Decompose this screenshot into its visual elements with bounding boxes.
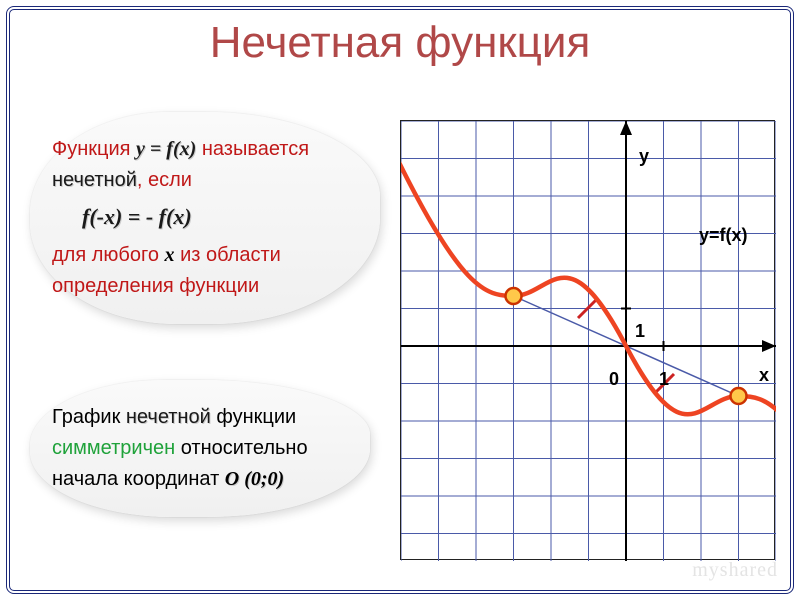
sym-func: функции <box>211 406 296 428</box>
def-forany: для любого <box>52 244 165 266</box>
sym-odd: нечетной <box>126 406 211 428</box>
y-axis-label: y <box>639 146 649 167</box>
def-xvar: x <box>165 244 175 266</box>
tick-label-1y: 1 <box>635 321 645 342</box>
origin-label: 0 <box>609 369 619 390</box>
watermark: myshared <box>692 559 778 582</box>
def-identity: f(-x) = - f(x) <box>82 204 192 229</box>
sym-origin: О (0;0) <box>225 468 284 490</box>
sym-symm: симметричен <box>52 437 175 459</box>
def-prefix: Функция <box>52 138 136 160</box>
sym-prefix: График <box>52 406 126 428</box>
def-odd: нечетной <box>52 169 137 191</box>
definition-bubble: Функция y = f(x) называется нечетной, ес… <box>30 112 380 324</box>
graph-container: y x 1 1 0 y=f(x) <box>400 120 775 560</box>
slide-title: Нечетная функция <box>0 18 800 68</box>
symmetry-bubble: График нечетной функции симметричен отно… <box>30 380 370 517</box>
x-axis-label: x <box>759 365 769 386</box>
tick-label-1x: 1 <box>659 369 669 390</box>
curve-label: y=f(x) <box>699 225 748 246</box>
def-called: называется <box>196 138 309 160</box>
graph-svg <box>401 121 776 561</box>
def-if: , если <box>137 169 192 191</box>
def-func-eq: y = f(x) <box>136 138 196 160</box>
